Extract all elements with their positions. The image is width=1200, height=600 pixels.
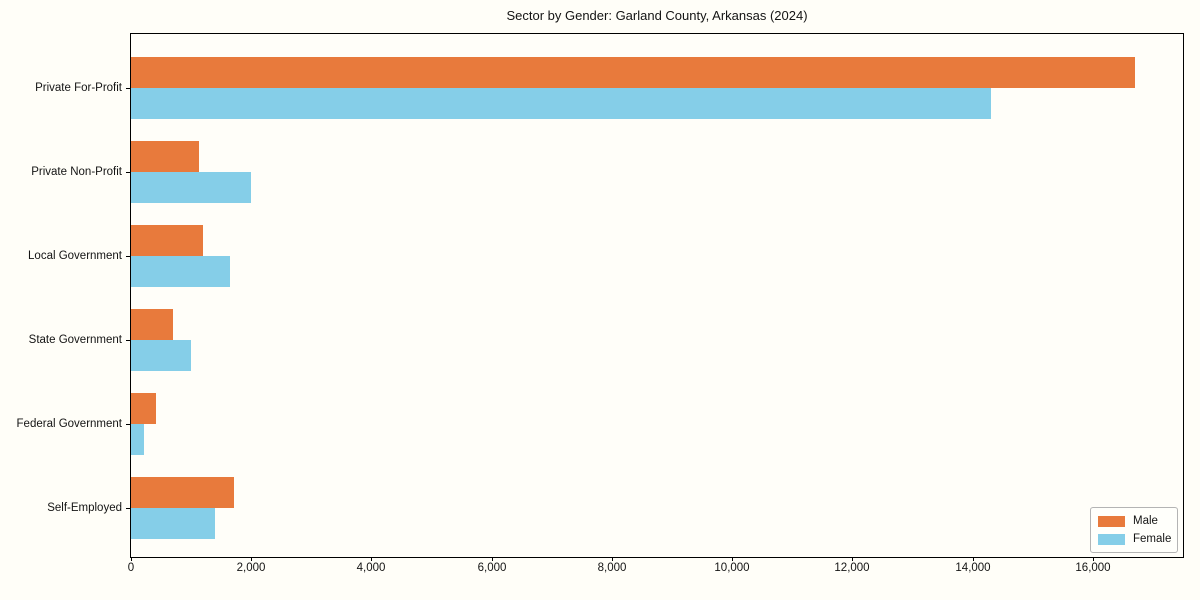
chart-title: Sector by Gender: Garland County, Arkans… bbox=[506, 8, 808, 23]
y-tick-label: Self-Employed bbox=[47, 502, 122, 514]
bar-female-state-government bbox=[131, 340, 191, 371]
x-tick-mark bbox=[251, 557, 252, 561]
bar-male-federal-government bbox=[131, 393, 156, 424]
legend-swatch-female bbox=[1098, 533, 1125, 545]
y-tick-mark bbox=[126, 340, 130, 341]
bar-male-state-government bbox=[131, 309, 173, 340]
y-tick-label: Private Non-Profit bbox=[31, 166, 122, 178]
plot-area bbox=[130, 33, 1184, 558]
bar-female-private-non-profit bbox=[131, 172, 251, 203]
x-tick-label: 4,000 bbox=[356, 562, 386, 574]
y-tick-mark bbox=[126, 256, 130, 257]
bar-female-local-government bbox=[131, 256, 230, 287]
legend-row-male: Male bbox=[1098, 515, 1170, 527]
y-tick-label: Local Government bbox=[28, 250, 122, 262]
y-tick-label: State Government bbox=[28, 334, 122, 346]
x-tick-mark bbox=[131, 557, 132, 561]
y-tick-mark bbox=[126, 508, 130, 509]
y-tick-label: Federal Government bbox=[16, 418, 122, 430]
legend-row-female: Female bbox=[1098, 533, 1172, 545]
y-tick-mark bbox=[126, 172, 130, 173]
x-tick-mark bbox=[973, 557, 974, 561]
legend: Male Female bbox=[1090, 507, 1178, 553]
bar-male-self-employed bbox=[131, 477, 234, 508]
y-tick-mark bbox=[126, 88, 130, 89]
x-tick-label: 12,000 bbox=[834, 562, 870, 574]
x-tick-label: 16,000 bbox=[1075, 562, 1111, 574]
x-tick-label: 2,000 bbox=[236, 562, 266, 574]
bar-male-private-non-profit bbox=[131, 141, 199, 172]
x-tick-mark bbox=[612, 557, 613, 561]
x-tick-mark bbox=[371, 557, 372, 561]
bar-female-federal-government bbox=[131, 424, 144, 455]
x-tick-mark bbox=[492, 557, 493, 561]
bar-male-private-for-profit bbox=[131, 57, 1135, 88]
x-tick-label: 0 bbox=[127, 562, 135, 574]
x-tick-mark bbox=[1093, 557, 1094, 561]
legend-label: Female bbox=[1133, 533, 1172, 545]
bar-female-private-for-profit bbox=[131, 88, 991, 119]
legend-swatch-male bbox=[1098, 515, 1125, 527]
bar-female-self-employed bbox=[131, 508, 215, 539]
x-tick-label: 8,000 bbox=[597, 562, 627, 574]
bar-male-local-government bbox=[131, 225, 203, 256]
legend-label: Male bbox=[1133, 515, 1158, 527]
x-tick-label: 10,000 bbox=[714, 562, 750, 574]
x-tick-mark bbox=[732, 557, 733, 561]
y-tick-label: Private For-Profit bbox=[35, 82, 122, 94]
x-tick-label: 14,000 bbox=[955, 562, 991, 574]
x-tick-mark bbox=[852, 557, 853, 561]
y-tick-mark bbox=[126, 424, 130, 425]
x-tick-label: 6,000 bbox=[477, 562, 507, 574]
